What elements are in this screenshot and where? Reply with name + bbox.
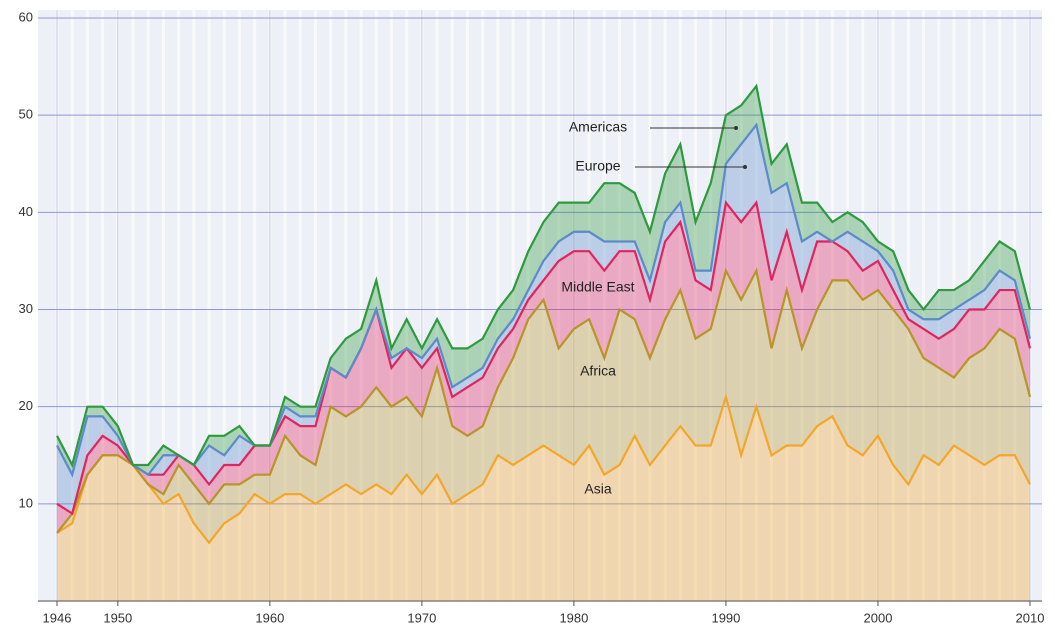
y-tick-label: 50	[19, 107, 33, 122]
area-line	[56, 392, 1031, 545]
area	[57, 270, 1030, 543]
x-tick-label: 2000	[864, 610, 893, 625]
area	[57, 396, 1030, 601]
y-tick-label: 20	[19, 398, 33, 413]
leader-dot	[734, 126, 738, 130]
area-line	[56, 199, 1032, 516]
x-tick-label: 2010	[1016, 610, 1045, 625]
area-line	[56, 122, 1032, 478]
area-line	[56, 83, 1032, 469]
x-tick-label: 1946	[43, 610, 72, 625]
area	[57, 202, 1030, 533]
x-tick-label: 1970	[407, 610, 436, 625]
y-tick-label: 40	[19, 204, 33, 219]
series-label: Europe	[575, 158, 620, 174]
series-label: Middle East	[561, 279, 634, 295]
series-label: Africa	[580, 363, 616, 379]
y-tick-label: 30	[19, 301, 33, 316]
series-label: Asia	[584, 481, 611, 497]
area-line	[56, 267, 1032, 534]
x-tick-label: 1960	[255, 610, 284, 625]
x-tick-label: 1980	[559, 610, 588, 625]
x-tick-label: 1990	[711, 610, 740, 625]
y-tick-label: 60	[19, 9, 33, 24]
series-label: Americas	[569, 119, 627, 135]
y-tick-label: 10	[19, 495, 33, 510]
x-tick-label: 1950	[103, 610, 132, 625]
leader-dot	[743, 165, 747, 169]
